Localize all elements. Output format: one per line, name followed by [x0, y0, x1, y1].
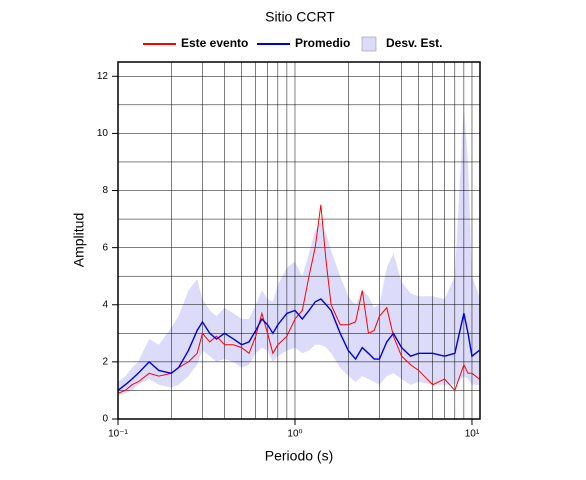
x-tick-label: 10⁻¹ [108, 429, 128, 440]
plot-frame [117, 61, 481, 420]
series-line [117, 204, 480, 394]
y-tick-label: 8 [102, 185, 108, 196]
y-tick-label: 4 [102, 299, 108, 310]
series-line [117, 298, 480, 391]
x-axis-label: Periodo (s) [265, 448, 333, 464]
chart-title: Sitio CCRT [265, 9, 335, 25]
x-tick-label: 10⁰ [287, 429, 302, 440]
y-tick-label: 6 [102, 242, 108, 253]
legend-label: Desv. Est. [386, 36, 442, 50]
y-tick-label: 2 [102, 357, 108, 368]
y-tick-label: 0 [102, 414, 108, 425]
legend-swatch [361, 36, 377, 52]
legend-label: Este evento [181, 36, 248, 50]
y-tick-label: 10 [97, 128, 109, 139]
x-tick-label: 10¹ [465, 429, 480, 440]
y-axis-label: Amplitud [71, 213, 87, 267]
std-band [118, 104, 480, 397]
legend-label: Promedio [295, 36, 350, 50]
y-tick-label: 12 [97, 71, 109, 82]
